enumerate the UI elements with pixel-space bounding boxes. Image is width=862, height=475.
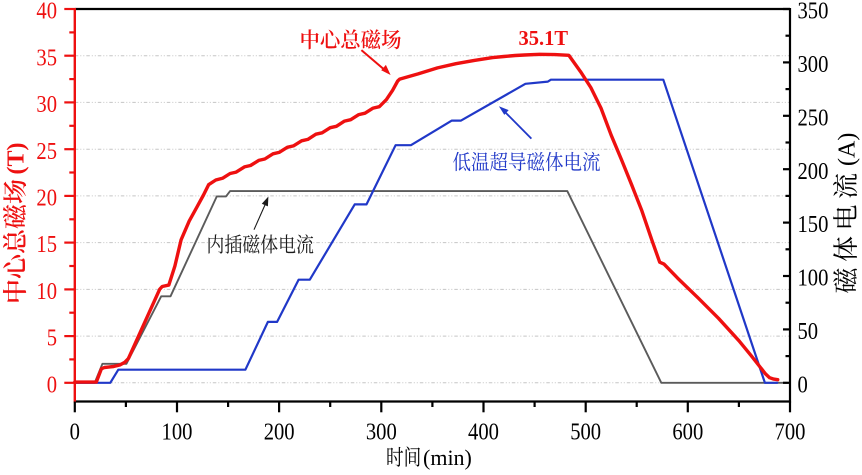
svg-text:20: 20 — [36, 185, 57, 212]
svg-text:35: 35 — [36, 44, 57, 71]
svg-text:300: 300 — [366, 419, 397, 446]
svg-text:350: 350 — [798, 0, 829, 25]
svg-text:(A): (A) — [835, 133, 861, 166]
svg-text:40: 40 — [36, 0, 57, 25]
svg-text:250: 250 — [798, 104, 829, 131]
svg-text:600: 600 — [672, 419, 703, 446]
svg-text:30: 30 — [36, 91, 57, 118]
svg-text:0: 0 — [70, 419, 80, 446]
svg-text:0: 0 — [798, 371, 808, 398]
svg-text:0: 0 — [47, 371, 57, 398]
svg-text:10: 10 — [36, 278, 57, 305]
svg-text:25: 25 — [36, 138, 57, 165]
svg-text:300: 300 — [798, 51, 829, 78]
svg-text:50: 50 — [798, 318, 819, 345]
svg-text:700: 700 — [775, 419, 806, 446]
svg-text:(min): (min) — [423, 445, 472, 470]
svg-text:100: 100 — [798, 265, 829, 292]
svg-text:400: 400 — [468, 419, 499, 446]
svg-text:200: 200 — [264, 419, 295, 446]
svg-text:500: 500 — [570, 419, 601, 446]
svg-text:15: 15 — [36, 231, 57, 258]
svg-text:200: 200 — [798, 158, 829, 185]
svg-text:5: 5 — [47, 325, 57, 352]
svg-text:(T): (T) — [4, 143, 30, 175]
svg-text:100: 100 — [162, 419, 193, 446]
svg-text:150: 150 — [798, 211, 829, 238]
svg-text:35.1T: 35.1T — [519, 26, 569, 50]
